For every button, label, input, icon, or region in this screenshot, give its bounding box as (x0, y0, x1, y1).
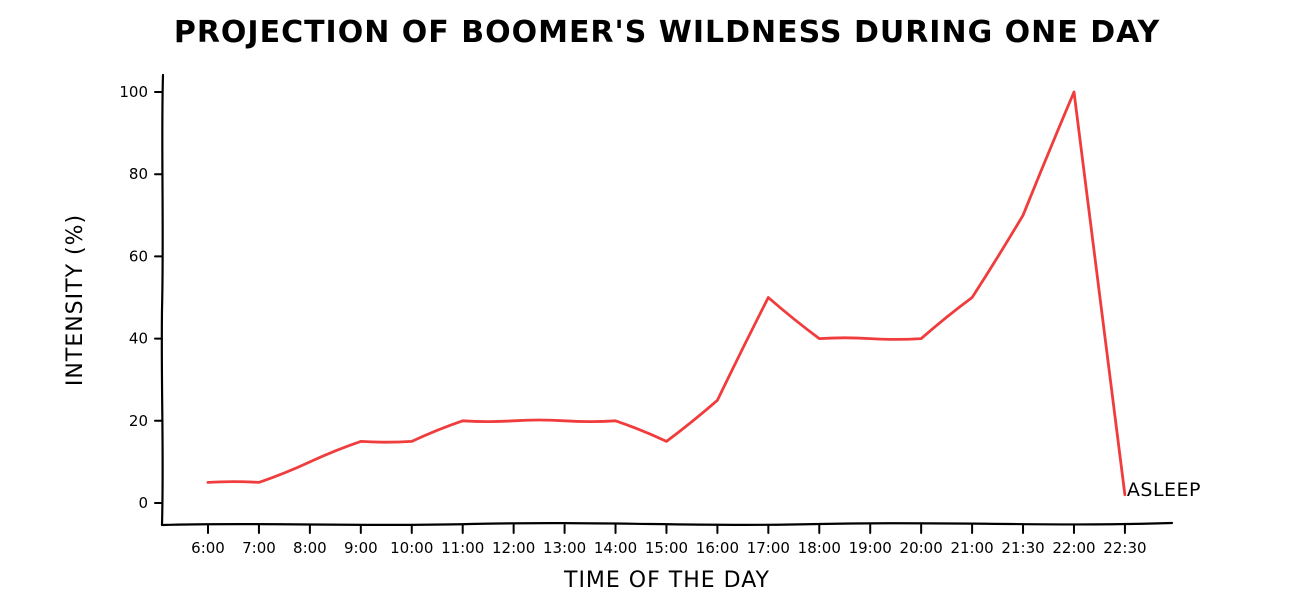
annotation-label: ASLEEP (1127, 479, 1201, 501)
axes (160, 73, 1174, 527)
y-tick-label: 0 (138, 494, 148, 512)
y-tick-label: 80 (129, 165, 148, 183)
x-tick-label: 13:00 (543, 539, 586, 557)
y-tick-label: 100 (119, 83, 148, 101)
x-tick-label: 6:00 (191, 539, 225, 557)
x-tick-label: 9:00 (344, 539, 378, 557)
y-tick-label: 40 (129, 330, 148, 348)
y-axis-line (160, 73, 165, 527)
x-tick-label: 14:00 (594, 539, 637, 557)
x-tick-label: 11:00 (441, 539, 484, 557)
x-tick-label: 20:00 (900, 539, 943, 557)
y-tick-label: 20 (129, 412, 148, 430)
x-tick-label: 21:00 (950, 539, 993, 557)
y-axis-ticks: 0 20 40 60 80 100 (119, 83, 163, 512)
x-tick-label: 8:00 (293, 539, 327, 557)
x-tick-label: 7:00 (242, 539, 276, 557)
x-tick-label: 15:00 (645, 539, 688, 557)
annotation-layer: ASLEEP (1127, 479, 1201, 501)
series-layer (206, 90, 1127, 497)
x-tick-label: 10:00 (390, 539, 433, 557)
x-tick-label: 22:00 (1052, 539, 1095, 557)
x-tick-label: 17:00 (747, 539, 790, 557)
y-axis-label: INTENSITY (%) (63, 214, 88, 386)
y-tick-label: 60 (129, 247, 148, 265)
x-tick-label: 18:00 (798, 539, 841, 557)
x-tick-label: 12:00 (492, 539, 535, 557)
x-axis-ticks: 6:00 7:00 8:00 9:00 10:00 11:00 12:00 13:00 14:0… (191, 524, 1147, 557)
x-axis-label: TIME OF THE DAY (563, 568, 770, 593)
x-tick-label: 22:30 (1103, 539, 1146, 557)
x-tick-label: 19:00 (849, 539, 892, 557)
chart-title: PROJECTION OF BOOMER'S WILDNESS DURING O… (174, 15, 1161, 50)
x-tick-label: 21:30 (1001, 539, 1044, 557)
x-axis-line (160, 521, 1174, 527)
x-tick-label: 16:00 (696, 539, 739, 557)
series-line (206, 90, 1127, 497)
